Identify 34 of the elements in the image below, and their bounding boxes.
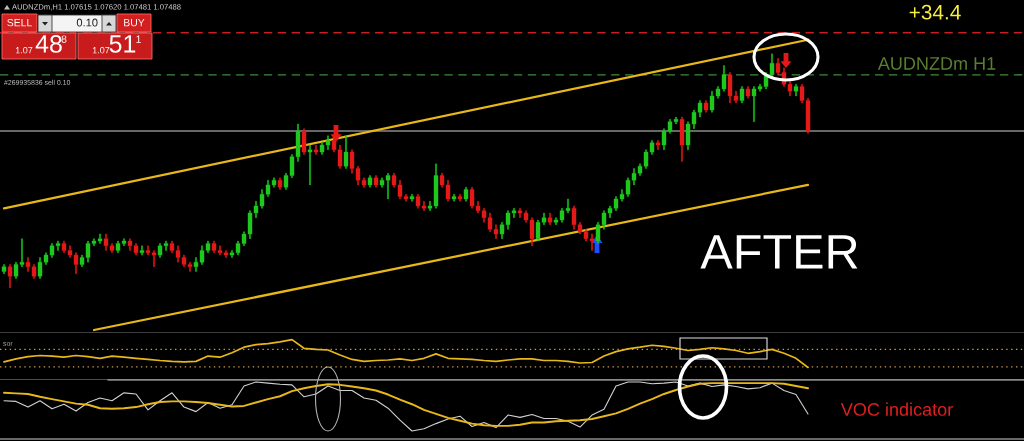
text: 51: [109, 35, 136, 53]
candlestick: [313, 144, 319, 155]
candlestick: [679, 116, 685, 162]
candlestick: [343, 135, 349, 169]
text: 8: [61, 35, 67, 43]
candlestick: [463, 187, 469, 202]
candlestick: [457, 194, 463, 202]
text: +34.4: [909, 4, 961, 20]
candlestick: [139, 245, 145, 256]
annotation: AFTER: [700, 235, 858, 269]
text: 48: [35, 35, 62, 53]
candlestick: [1, 264, 7, 275]
candlestick: [277, 177, 283, 190]
text: 1.07: [15, 47, 33, 54]
candlestick: [373, 175, 379, 188]
candlestick: [307, 144, 313, 186]
candlestick: [547, 212, 553, 225]
text: 1: [136, 35, 141, 43]
candlestick: [703, 100, 709, 113]
candlestick: [301, 128, 307, 155]
text: SELL: [7, 18, 32, 27]
candlestick: [793, 84, 799, 97]
text: BUY: [124, 19, 145, 27]
candlestick: [409, 194, 415, 202]
candlestick: [367, 175, 373, 188]
text: 1.07: [92, 47, 110, 54]
text: 0.10: [76, 18, 98, 27]
text: AUDNZDm H1: [877, 57, 996, 70]
candlestick: [7, 264, 13, 289]
text: VOC indicator: [840, 402, 953, 416]
candlestick: [739, 86, 745, 104]
candlestick: [451, 194, 457, 202]
candlestick: [655, 140, 661, 150]
candlestick: [745, 86, 751, 99]
